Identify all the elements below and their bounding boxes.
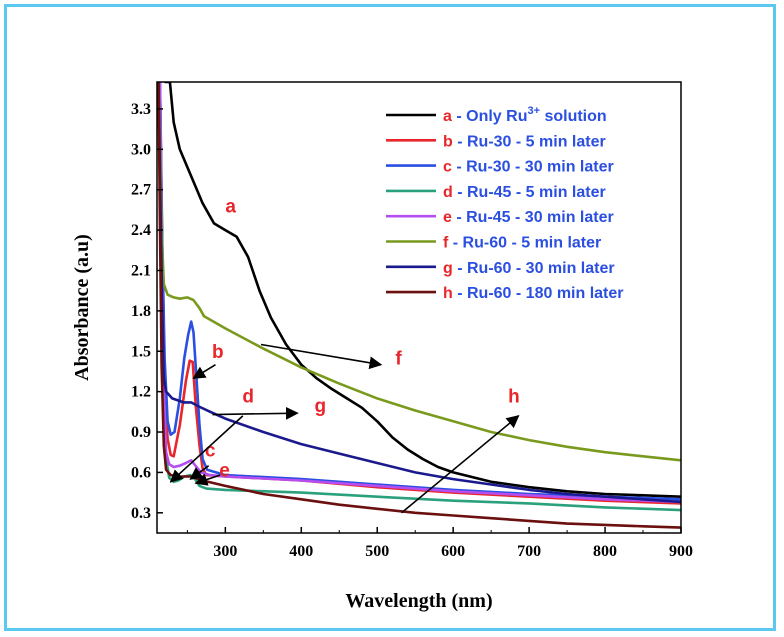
y-tick-label: 0.3 — [131, 505, 151, 522]
y-tick-label: 1.8 — [131, 303, 151, 320]
x-tick-label: 800 — [593, 543, 617, 560]
y-tick-label: 1.5 — [131, 343, 151, 360]
legend-entry-a: a - Only Ru3+ solution — [386, 105, 607, 125]
axes: 300 400 500 600 700 800 900 0.3 0.6 0.9 1.2 1.5 1.8 2… — [131, 101, 693, 560]
annotation-arrow-d — [169, 415, 244, 483]
legend-label: e - Ru-45 - 30 min later — [443, 209, 614, 226]
legend-label: d - Ru-45 - 5 min later — [443, 184, 606, 201]
legend-entry-g: g - Ru-60 - 30 min later — [386, 260, 615, 277]
y-tick-label: 2.4 — [131, 222, 151, 239]
annotation-arrow-f — [260, 343, 383, 370]
annotation-arrow-e — [194, 473, 221, 486]
curve-label-c: c — [205, 440, 216, 461]
curve-label-b: b — [212, 342, 224, 363]
legend-entry-h: h - Ru-60 - 180 min later — [386, 285, 624, 302]
legend-label: f - Ru-60 - 5 min later — [443, 235, 601, 252]
legend-entry-b: b - Ru-30 - 5 min later — [386, 133, 606, 150]
curve-label-h: h — [508, 386, 520, 407]
legend-entry-e: e - Ru-45 - 30 min later — [386, 209, 614, 226]
annotation-arrow-h — [401, 415, 520, 514]
y-tick-label: 0.9 — [131, 424, 151, 441]
legend-entry-d: d - Ru-45 - 5 min later — [386, 184, 606, 201]
annotation-arrow-g — [212, 406, 299, 420]
annotation-arrow-c — [189, 465, 210, 480]
legend-entry-c: c - Ru-30 - 30 min later — [386, 159, 614, 176]
y-axis-title: Absorbance (a.u) — [71, 234, 93, 381]
legend-label: c - Ru-30 - 30 min later — [443, 159, 614, 176]
series-line-g — [157, 82, 681, 504]
curve-label-a: a — [225, 197, 236, 218]
legend-label: a - Only Ru3+ solution — [443, 105, 607, 125]
x-tick-label: 900 — [669, 543, 693, 560]
series-line-a — [164, 82, 681, 498]
y-tick-label: 2.1 — [131, 262, 151, 279]
x-tick-label: 400 — [289, 543, 313, 560]
series-line-e — [158, 82, 681, 504]
y-tick-label: 3.3 — [131, 101, 151, 118]
legend-label: g - Ru-60 - 30 min later — [443, 260, 615, 277]
curve-label-d: d — [242, 386, 254, 407]
legend-label: b - Ru-30 - 5 min later — [443, 133, 606, 150]
series-line-c — [158, 82, 681, 501]
plot-frame — [156, 81, 682, 534]
x-tick-label: 300 — [213, 543, 237, 560]
x-axis-title: Wavelength (nm) — [345, 590, 492, 612]
curve-label-e: e — [219, 460, 230, 481]
x-tick-label: 700 — [517, 543, 541, 560]
figure-frame — [4, 4, 776, 631]
x-tick-label: 500 — [365, 543, 389, 560]
curve-label-f: f — [395, 349, 402, 370]
annotation-arrow-b — [192, 364, 216, 379]
x-tick-label: 600 — [441, 543, 465, 560]
series-line-h — [157, 82, 681, 529]
curve-label-g: g — [314, 396, 326, 417]
y-tick-label: 0.6 — [131, 464, 151, 481]
y-tick-label: 3.0 — [131, 141, 151, 158]
curve-annotations: a b c d e f g h — [169, 197, 520, 514]
legend: a - Only Ru3+ solution b - Ru-30 - 5 min … — [386, 105, 624, 302]
legend-label: h - Ru-60 - 180 min later — [443, 285, 624, 302]
series-line-f — [157, 82, 681, 462]
y-tick-label: 2.7 — [131, 182, 151, 199]
y-tick-label: 1.2 — [131, 384, 151, 401]
legend-entry-f: f - Ru-60 - 5 min later — [386, 235, 601, 252]
